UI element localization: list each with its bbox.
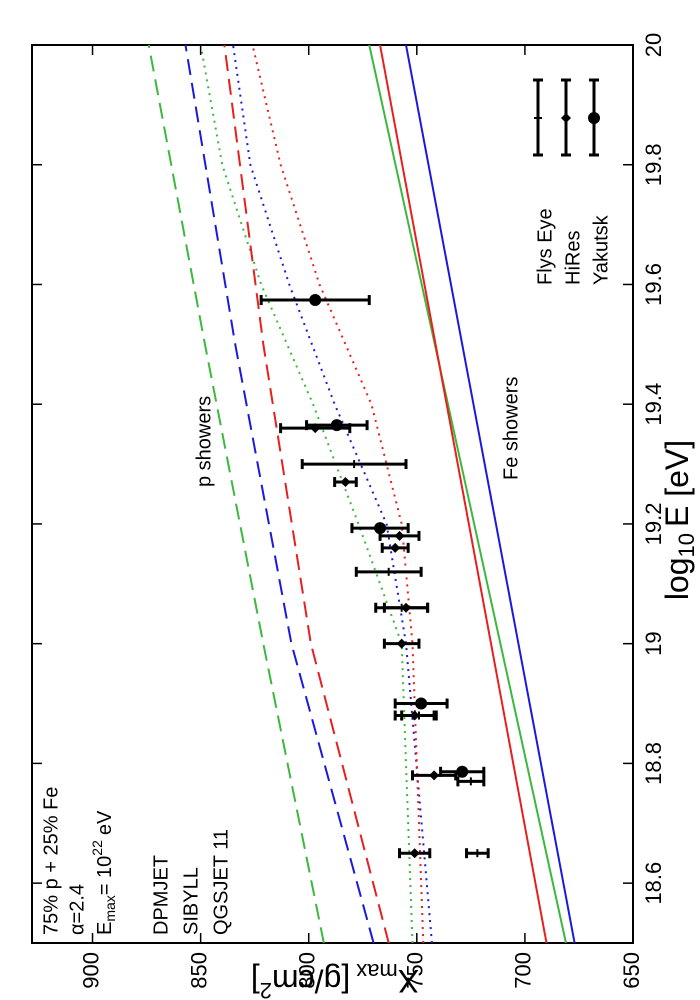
- model-curve: [405, 45, 576, 943]
- marker: [390, 542, 401, 553]
- composition-label: 75% p + 25% Fe: [40, 787, 62, 935]
- marker: [396, 638, 407, 649]
- model-curve: [199, 45, 414, 943]
- x-tick-label: 19.2: [641, 503, 666, 546]
- y-tick-label: 850: [186, 952, 211, 989]
- legend-label: HiRes: [562, 231, 584, 285]
- marker: [394, 530, 405, 541]
- model-curve: [232, 45, 433, 943]
- marker: [429, 770, 440, 781]
- x-tick-label: 20: [641, 33, 666, 57]
- marker: [309, 294, 322, 307]
- marker: [409, 848, 420, 859]
- legend-label: Yakutsk: [590, 214, 612, 285]
- legend-marker: [588, 112, 600, 124]
- x-tick-label: 18.8: [641, 742, 666, 785]
- x-tick-label: 19: [641, 631, 666, 655]
- model-label: DPMJET: [150, 855, 172, 935]
- alpha-label: α=2.4: [66, 884, 88, 935]
- y-tick-label: 900: [78, 952, 103, 989]
- marker: [374, 522, 387, 535]
- fe-showers-label: Fe showers: [500, 377, 522, 480]
- model-curve: [147, 45, 325, 943]
- model-curve: [184, 45, 375, 943]
- x-tick-label: 19.6: [641, 263, 666, 306]
- marker: [401, 602, 412, 613]
- y-axis-title: Xmax[g/cm2]: [251, 959, 419, 1000]
- marker: [340, 477, 351, 488]
- model-curve: [251, 45, 425, 943]
- marker: [330, 419, 343, 432]
- plot-frame: [31, 44, 634, 944]
- marker: [415, 697, 428, 710]
- x-tick-label: 18.6: [641, 862, 666, 905]
- y-tick-label: 800: [295, 952, 320, 989]
- model-curve: [368, 45, 567, 943]
- x-tick-label: 19.8: [641, 143, 666, 186]
- legend-label: Flys Eye: [534, 208, 556, 285]
- y-tick-label: 700: [511, 952, 536, 989]
- x-axis-title: log10E [eV]: [659, 440, 698, 600]
- marker: [456, 765, 469, 778]
- y-tick-label: 650: [619, 952, 644, 989]
- curves: [147, 45, 576, 943]
- model-curve: [379, 45, 548, 943]
- model-curve: [223, 45, 390, 943]
- x-tick-label: 19.4: [641, 383, 666, 426]
- y-tick-label: 750: [403, 952, 428, 989]
- model-label: QGSJET 11: [210, 829, 232, 935]
- legend-marker: [561, 113, 571, 123]
- marker: [409, 710, 420, 721]
- emax-label: Emax= 1022eV: [89, 810, 118, 935]
- model-label: SIBYLL: [180, 867, 202, 935]
- p-showers-label: p showers: [193, 396, 215, 487]
